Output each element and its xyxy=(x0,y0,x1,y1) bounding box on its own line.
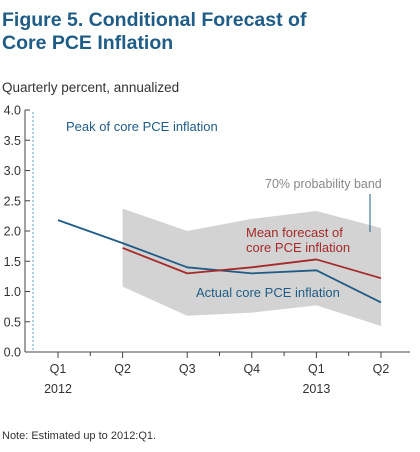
forecast-series-line xyxy=(122,247,382,280)
x-tick-label: Q3 xyxy=(179,362,196,376)
x-tick-label: Q2 xyxy=(373,362,390,376)
x-tick-label: Q1 xyxy=(308,362,325,376)
figure-title: Figure 5. Conditional Forecast of Core P… xyxy=(2,9,412,55)
y-tick-label: 2.5 xyxy=(4,194,21,208)
forecast-annotation-line-1: Mean forecast of xyxy=(246,225,343,240)
y-tick-label: 4.0 xyxy=(4,104,21,118)
title-line-1: Figure 5. Conditional Forecast of xyxy=(2,9,307,31)
y-tick-label: 1.5 xyxy=(4,255,21,269)
x-tick-label: Q1 xyxy=(50,362,67,376)
band-annotation: 70% probability band xyxy=(265,177,382,191)
y-tick-label: 0.0 xyxy=(4,346,21,360)
actual-annotation: Actual core PCE inflation xyxy=(196,285,340,300)
x-tick-label: Q4 xyxy=(243,362,260,376)
y-tick-label: 1.0 xyxy=(4,285,21,299)
y-tick-label: 0.5 xyxy=(4,315,21,329)
chart-note: Note: Estimated up to 2012:Q1. xyxy=(2,430,157,442)
chart-subtitle: Quarterly percent, annualized xyxy=(2,80,180,95)
x-tick-label: Q2 xyxy=(114,362,131,376)
title-line-2: Core PCE Inflation xyxy=(2,32,174,54)
y-tick-label: 3.5 xyxy=(4,134,21,148)
x-year-label: 2012 xyxy=(44,382,72,396)
y-tick-label: 3.0 xyxy=(4,164,21,178)
y-tick-label: 2.0 xyxy=(4,225,21,239)
forecast-annotation-line-2: core PCE inflation xyxy=(246,240,350,255)
x-year-label: 2013 xyxy=(302,382,330,396)
peak-annotation: Peak of core PCE inflation xyxy=(66,119,218,134)
